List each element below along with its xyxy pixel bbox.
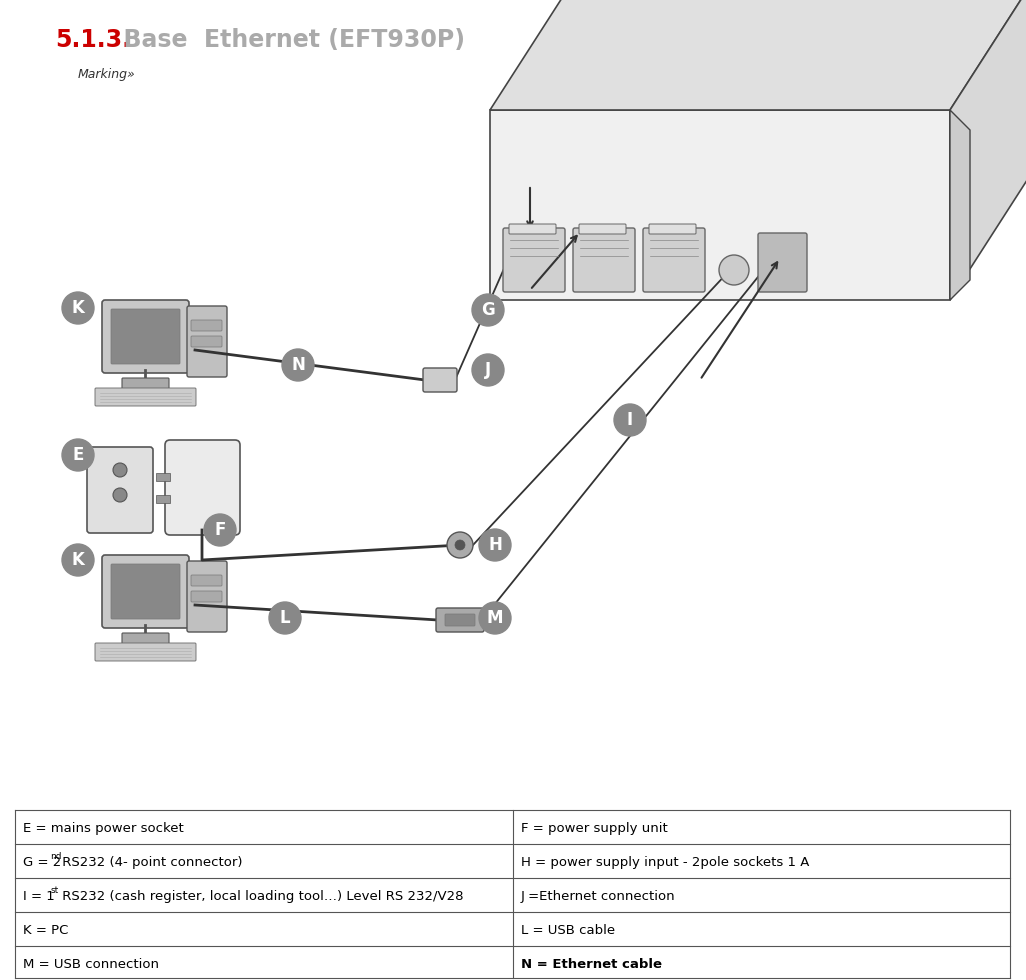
Text: M: M [486,609,503,627]
FancyBboxPatch shape [649,224,696,234]
Text: 5.1.3.: 5.1.3. [55,28,131,52]
FancyBboxPatch shape [102,555,189,628]
FancyBboxPatch shape [111,309,180,364]
Text: Base  Ethernet (EFT930P): Base Ethernet (EFT930P) [107,28,465,52]
Text: RS232 (4- point connector): RS232 (4- point connector) [58,856,243,868]
Text: F: F [214,521,226,539]
Text: H = power supply input - 2pole sockets 1 A: H = power supply input - 2pole sockets 1… [521,856,810,868]
Circle shape [472,294,504,326]
FancyBboxPatch shape [503,228,565,292]
FancyBboxPatch shape [111,564,180,619]
Circle shape [472,354,504,386]
Text: I = 1: I = 1 [23,890,54,903]
Text: I: I [627,411,633,429]
FancyBboxPatch shape [579,224,626,234]
FancyBboxPatch shape [156,495,170,503]
Text: F = power supply unit: F = power supply unit [521,821,668,835]
FancyBboxPatch shape [445,614,475,626]
FancyBboxPatch shape [187,306,227,377]
Polygon shape [950,0,1026,300]
FancyBboxPatch shape [191,320,222,331]
FancyBboxPatch shape [122,633,169,644]
Text: H: H [488,536,502,554]
Text: M = USB connection: M = USB connection [23,957,159,970]
Text: nd: nd [50,852,62,860]
Text: J: J [485,361,491,379]
FancyBboxPatch shape [191,336,222,347]
FancyBboxPatch shape [423,368,457,392]
Circle shape [719,255,749,285]
Text: RS232 (cash register, local loading tool…) Level RS 232/V28: RS232 (cash register, local loading tool… [58,890,464,903]
FancyBboxPatch shape [95,643,196,661]
Text: J =Ethernet connection: J =Ethernet connection [521,890,676,903]
Text: N: N [291,356,305,374]
FancyBboxPatch shape [573,228,635,292]
Text: L = USB cable: L = USB cable [521,923,616,937]
Circle shape [479,529,511,561]
Text: G = 2: G = 2 [23,856,62,868]
Polygon shape [950,110,970,300]
Circle shape [204,514,236,546]
FancyBboxPatch shape [95,388,196,406]
Circle shape [113,463,127,477]
FancyBboxPatch shape [191,591,222,602]
Text: N = Ethernet cable: N = Ethernet cable [521,957,662,970]
Circle shape [614,404,646,436]
FancyBboxPatch shape [87,447,153,533]
Circle shape [62,544,94,576]
Text: Marking»: Marking» [78,68,135,81]
FancyBboxPatch shape [191,575,222,586]
Text: L: L [280,609,290,627]
Circle shape [269,602,301,634]
FancyBboxPatch shape [436,608,484,632]
FancyBboxPatch shape [643,228,705,292]
Text: st: st [50,886,58,895]
Circle shape [62,439,94,471]
FancyBboxPatch shape [165,440,240,535]
Text: K = PC: K = PC [23,923,69,937]
Circle shape [447,532,473,558]
Circle shape [62,292,94,324]
FancyBboxPatch shape [122,378,169,389]
Polygon shape [490,0,1026,110]
FancyBboxPatch shape [102,300,189,373]
FancyBboxPatch shape [509,224,556,234]
Text: E = mains power socket: E = mains power socket [23,821,184,835]
FancyBboxPatch shape [758,233,807,292]
Circle shape [455,540,465,550]
Text: K: K [72,551,84,569]
Text: G: G [481,301,495,319]
Circle shape [479,602,511,634]
Text: E: E [72,446,84,464]
FancyBboxPatch shape [187,561,227,632]
Circle shape [113,488,127,502]
FancyBboxPatch shape [156,473,170,481]
Text: K: K [72,299,84,317]
Circle shape [282,349,314,381]
Polygon shape [490,110,950,300]
